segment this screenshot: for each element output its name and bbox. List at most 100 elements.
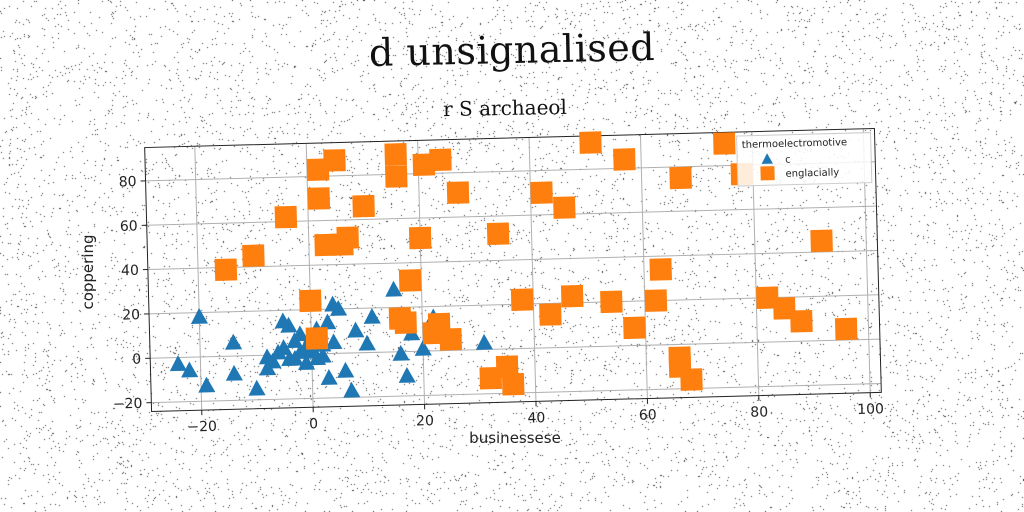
data-point-englacially bbox=[539, 303, 562, 326]
x-tick-label: 80 bbox=[750, 404, 768, 420]
series-englacially-points bbox=[214, 131, 858, 396]
grid-line-x bbox=[194, 146, 203, 411]
data-point-englacially bbox=[214, 258, 238, 282]
y-tick-label: 40 bbox=[121, 263, 139, 279]
y-tick-label: 80 bbox=[119, 174, 137, 190]
data-point-englacially bbox=[299, 289, 322, 313]
y-tick-label: 20 bbox=[122, 307, 140, 323]
x-tick-label: 100 bbox=[857, 401, 884, 418]
data-point-englacially bbox=[600, 290, 623, 314]
data-point-englacially bbox=[429, 148, 452, 172]
data-point-englacially bbox=[834, 317, 858, 341]
data-point-englacially bbox=[756, 286, 779, 309]
data-point-englacially bbox=[305, 327, 329, 350]
x-tick-label: −20 bbox=[187, 419, 217, 436]
data-point-c bbox=[298, 354, 316, 371]
data-point-c bbox=[325, 333, 343, 350]
y-axis-label: coppering bbox=[79, 234, 97, 309]
data-point-englacially bbox=[773, 297, 796, 320]
x-tick-label: 40 bbox=[527, 410, 545, 426]
plot-frame bbox=[144, 127, 882, 412]
data-point-c bbox=[264, 352, 282, 369]
legend-marker-englacially bbox=[760, 166, 775, 181]
grid-line-x bbox=[417, 140, 426, 405]
data-point-englacially bbox=[336, 226, 359, 249]
data-point-englacially bbox=[486, 222, 510, 246]
data-point-c bbox=[280, 316, 298, 333]
data-point-c bbox=[198, 376, 216, 393]
data-point-englacially bbox=[530, 181, 553, 204]
grid-line-x bbox=[639, 134, 648, 399]
x-axis-label: businessese bbox=[469, 429, 561, 447]
data-point-englacially bbox=[713, 132, 736, 155]
data-point-c bbox=[347, 321, 365, 338]
data-point-c bbox=[343, 381, 361, 398]
data-point-c bbox=[319, 313, 337, 330]
data-point-englacially bbox=[384, 165, 408, 188]
data-point-c bbox=[475, 333, 493, 350]
legend-marker-c bbox=[761, 153, 774, 164]
y-axis-ticks: −20 0 20 40 60 80 bbox=[113, 174, 152, 413]
data-point-c bbox=[225, 364, 243, 381]
data-point-englacially bbox=[495, 355, 519, 378]
data-point-c bbox=[181, 361, 199, 378]
x-axis-ticks: −20 0 20 40 60 80 100 bbox=[187, 392, 884, 436]
data-point-englacially bbox=[810, 229, 833, 253]
data-point-c bbox=[392, 344, 410, 361]
data-point-englacially bbox=[560, 284, 584, 308]
data-point-c bbox=[169, 355, 187, 372]
y-tick-label: 60 bbox=[120, 218, 138, 234]
data-point-c bbox=[398, 366, 416, 383]
data-point-englacially bbox=[274, 205, 298, 229]
grid-line-x bbox=[528, 137, 537, 402]
data-point-englacially bbox=[398, 269, 422, 292]
data-point-englacially bbox=[323, 149, 346, 172]
y-tick-label: 0 bbox=[132, 351, 141, 367]
data-point-c bbox=[275, 339, 293, 356]
legend-label-c: c bbox=[785, 155, 791, 166]
data-point-c bbox=[320, 368, 338, 385]
grid-line-y bbox=[147, 249, 878, 271]
grid-line-y bbox=[146, 205, 877, 226]
data-point-englacially bbox=[649, 258, 672, 281]
data-point-englacially bbox=[579, 131, 602, 154]
data-point-englacially bbox=[553, 196, 576, 219]
legend-title: thermoelectromotive bbox=[742, 137, 848, 151]
grid-line-y bbox=[150, 338, 880, 359]
legend: thermoelectromotive c englacially bbox=[736, 132, 873, 187]
legend-label-englacially: englacially bbox=[785, 167, 839, 179]
data-point-c bbox=[330, 299, 348, 316]
data-point-englacially bbox=[501, 372, 525, 396]
x-tick-label: 60 bbox=[639, 407, 657, 423]
data-point-englacially bbox=[510, 288, 534, 311]
data-point-englacially bbox=[613, 148, 636, 171]
data-point-englacially bbox=[644, 289, 668, 312]
data-point-c bbox=[385, 280, 403, 297]
data-point-c bbox=[337, 361, 355, 378]
data-point-c bbox=[190, 308, 209, 324]
data-point-englacially bbox=[790, 309, 813, 333]
data-point-c bbox=[414, 339, 432, 356]
data-point-c bbox=[291, 325, 309, 342]
data-point-englacially bbox=[680, 368, 703, 391]
data-point-englacially bbox=[439, 328, 462, 351]
data-point-englacially bbox=[384, 143, 407, 166]
x-tick-label: 0 bbox=[309, 416, 318, 432]
data-point-c bbox=[363, 307, 381, 324]
data-point-englacially bbox=[352, 194, 375, 218]
data-point-englacially bbox=[446, 181, 470, 204]
data-point-c bbox=[248, 379, 266, 396]
data-point-englacially bbox=[623, 316, 646, 340]
x-tick-label: 20 bbox=[416, 413, 434, 429]
data-point-englacially bbox=[307, 187, 331, 210]
data-point-c bbox=[314, 346, 332, 363]
data-point-c bbox=[225, 333, 243, 350]
y-tick-label: −20 bbox=[113, 396, 143, 413]
data-point-englacially bbox=[408, 226, 432, 250]
data-point-englacially bbox=[669, 166, 692, 190]
data-point-englacially bbox=[242, 244, 265, 267]
data-point-c bbox=[358, 334, 376, 351]
data-point-englacially bbox=[394, 311, 417, 335]
